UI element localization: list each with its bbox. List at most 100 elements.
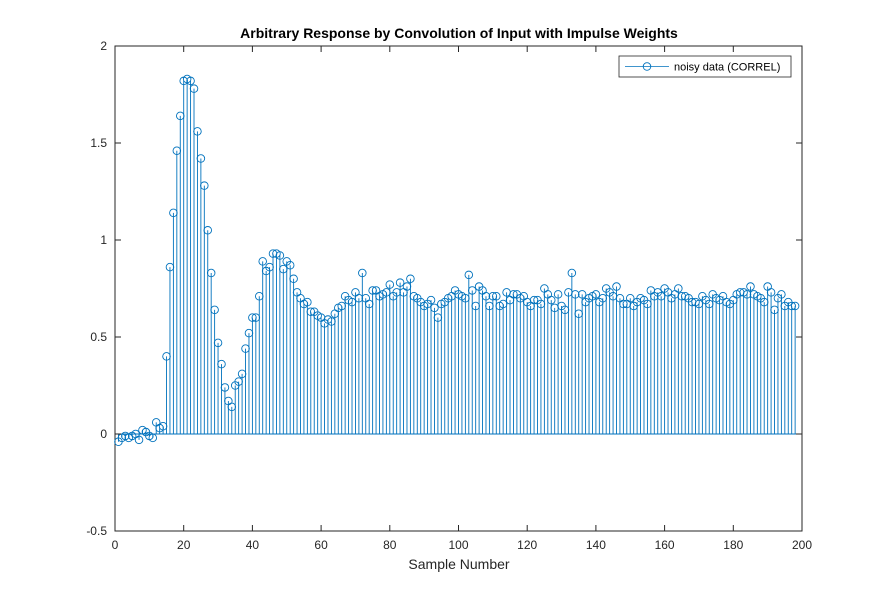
stem-marker [656,292,666,301]
stem-marker [770,305,779,315]
legend-marker-swatch [642,62,652,71]
stem-marker [461,293,470,303]
x-tick-label: 60 [314,538,328,552]
stem-marker [498,299,508,309]
stem-marker [327,317,336,326]
stem-marker [186,76,195,86]
y-tick-label: 0 [100,427,107,441]
stem-marker [227,402,237,412]
stem-marker [577,290,587,299]
stem-marker [244,328,254,338]
stem-marker [382,288,391,297]
stem-marker [306,307,316,317]
x-tick-label: 160 [655,538,675,552]
stem-marker [471,301,480,311]
x-tick-label: 180 [723,538,743,552]
x-tick-label: 20 [177,538,191,552]
y-tick-label: 1 [100,233,107,247]
stem-marker [289,274,298,284]
stem-marker [546,295,556,305]
stem-marker [619,299,628,309]
stem-marker [172,146,182,156]
stem-marker [213,338,223,348]
stem-marker [203,226,212,235]
stem-marker [279,264,288,274]
stem-marker [787,301,796,311]
stem-marker [241,344,250,353]
stem-marker [392,288,401,297]
y-tick-label: 2 [100,39,107,53]
stem-marker [574,309,583,318]
stem-marker [358,268,367,278]
x-tick-label: 40 [246,538,260,552]
stem-marker [354,293,364,303]
y-tick-label: 0.5 [90,330,107,344]
y-tick-label: 1.5 [90,136,107,150]
stem-marker [176,111,185,121]
markers-layer [114,74,800,447]
stem-marker [481,292,491,301]
stem-marker [485,301,494,311]
stem-marker [467,286,477,295]
stem-marker [553,290,563,299]
stem-marker [258,257,267,266]
stem-marker [536,299,546,309]
stem-marker [402,282,412,291]
x-tick-label: 100 [448,538,468,552]
stem-marker [464,270,474,280]
stem-marker [612,282,621,291]
ticks-layer [114,45,803,532]
stem-marker [674,284,683,293]
stem-marker [210,305,219,315]
legend-entry-label: noisy data (CORREL) [674,62,780,74]
stem-marker [790,301,800,311]
x-tick-label: 80 [383,538,397,552]
stem-marker [248,313,257,322]
stem-marker [158,421,168,431]
stem-marker [251,313,261,322]
stem-marker [148,433,158,443]
stem-marker [303,297,312,307]
stem-marker [237,369,247,379]
stem-marker [200,181,209,190]
stem-marker [234,377,243,386]
stem-marker [134,435,144,445]
stems-layer [117,78,796,442]
stem-marker [705,299,714,309]
stem-marker [275,251,285,260]
stem-marker [560,305,570,315]
stem-marker [206,268,216,278]
stem-marker [567,268,577,278]
stem-marker [426,295,436,305]
stem-marker [492,292,501,301]
stem-marker [265,262,274,272]
stem-marker [193,127,202,136]
x-tick-label: 200 [792,538,812,552]
stem-marker [196,154,206,163]
y-tick-label: -0.5 [86,524,107,538]
stem-marker [759,297,769,307]
stem-marker [598,293,608,303]
stem-marker [488,292,498,301]
stem-marker [169,208,178,218]
plot-area [114,45,803,532]
stem-marker [162,352,171,361]
stem-marker [694,299,704,309]
stem-marker [395,278,405,287]
stem-marker [220,383,230,392]
stem-marker [217,359,226,369]
stem-marker [433,313,443,322]
stem-marker [777,290,786,299]
stem-marker [509,290,518,299]
stem-marker [385,280,395,289]
stem-marker [368,286,377,295]
stem-marker [571,290,580,299]
x-tick-labels: 0 20 40 60 80 100 120 140 160 180 200 [112,538,813,552]
stem-marker [364,299,374,309]
x-tick-label: 0 [112,538,119,552]
stem-marker [529,295,539,305]
stem-marker [406,274,415,284]
stem-marker [626,293,635,303]
stem-marker [430,303,439,313]
